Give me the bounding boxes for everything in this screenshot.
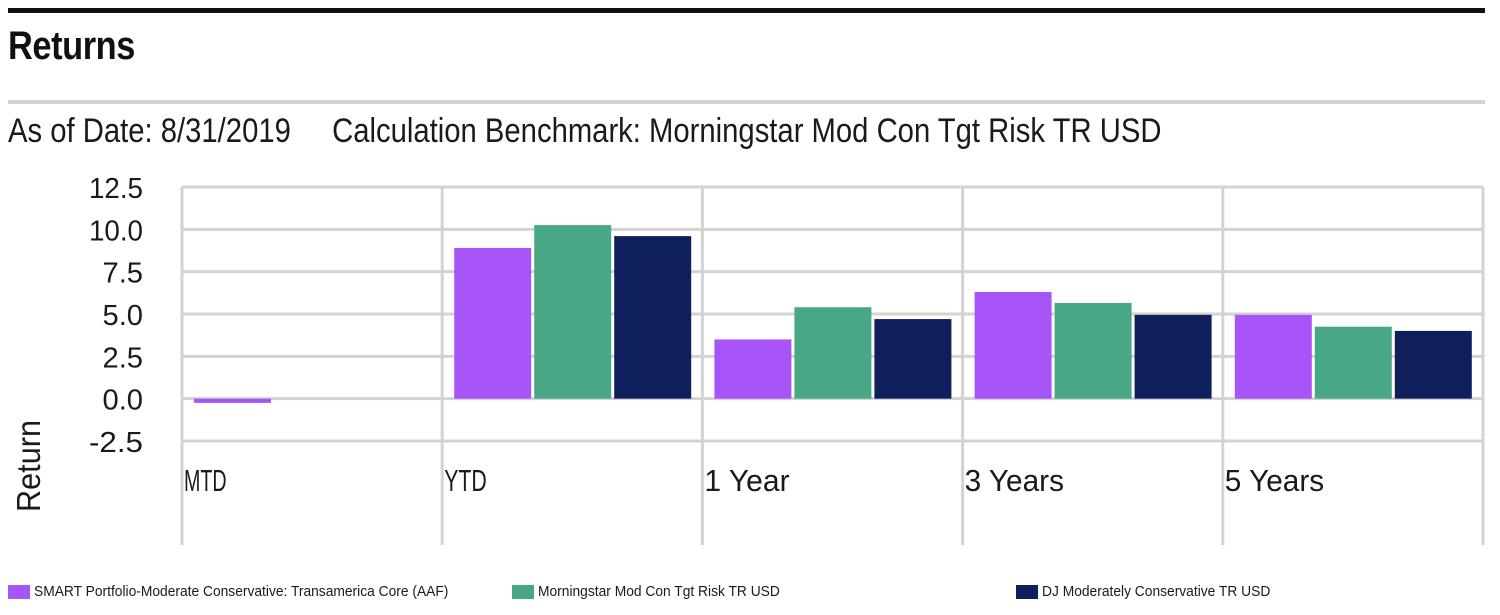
bar: [1134, 314, 1212, 399]
y-tick-label: 2.5: [103, 342, 144, 374]
bar: [794, 307, 872, 399]
bar: [534, 225, 612, 399]
chart-legend: SMART Portfolio-Moderate Conservative: T…: [0, 583, 1500, 603]
bar: [194, 398, 271, 403]
y-axis-label: Return: [10, 420, 47, 512]
legend-swatch: [1016, 584, 1038, 599]
legend-label: Morningstar Mod Con Tgt Risk TR USD: [538, 583, 780, 600]
y-tick-label: 10.0: [89, 215, 143, 247]
bar: [1054, 302, 1132, 399]
legend-item: Morningstar Mod Con Tgt Risk TR USD: [512, 583, 801, 600]
calculation-benchmark: Calculation Benchmark: Morningstar Mod C…: [332, 112, 1162, 150]
y-tick-label: 12.5: [89, 173, 143, 205]
as-of-date: As of Date: 8/31/2019: [8, 112, 291, 150]
y-tick-label: 0.0: [103, 385, 144, 417]
bar: [454, 247, 532, 399]
grid-layer: [180, 185, 1485, 545]
bar: [614, 236, 692, 399]
bar: [714, 339, 792, 399]
x-tick-label: 3 Years: [965, 463, 1064, 498]
chart-subtitle: As of Date: 8/31/2019 Calculation Benchma…: [8, 112, 1161, 151]
bar: [974, 291, 1052, 399]
x-tick-label: MTD: [184, 463, 227, 498]
legend-swatch: [8, 584, 30, 599]
y-tick-label: -2.5: [89, 427, 143, 459]
label-layer: 12.5 10.0 7.5 5.0 2.5 0.0 -2.5 MTD YTD 1 Year 3 Ye…: [10, 173, 1324, 512]
legend-item: DJ Moderately Conservative TR USD: [1016, 583, 1290, 600]
title-divider: [8, 100, 1485, 104]
bar: [1234, 314, 1312, 399]
bar: [1394, 330, 1472, 399]
bar: [1314, 326, 1392, 399]
bar: [874, 319, 952, 399]
legend-item: SMART Portfolio-Moderate Conservative: T…: [8, 583, 484, 600]
y-tick-label: 5.0: [103, 300, 144, 332]
x-tick-label: YTD: [444, 463, 487, 498]
legend-swatch: [512, 584, 534, 599]
bar-layer: [194, 225, 1472, 403]
returns-bar-chart: 12.5 10.0 7.5 5.0 2.5 0.0 -2.5 MTD YTD 1 Year 3 Ye…: [10, 173, 1485, 545]
x-tick-label: 1 Year: [704, 463, 789, 498]
top-rule: [8, 8, 1485, 13]
y-tick-label: 7.5: [103, 258, 144, 290]
legend-label: DJ Moderately Conservative TR USD: [1042, 583, 1271, 600]
legend-label: SMART Portfolio-Moderate Conservative: T…: [34, 583, 449, 600]
page-title: Returns: [8, 24, 135, 68]
x-tick-label: 5 Years: [1225, 463, 1324, 498]
